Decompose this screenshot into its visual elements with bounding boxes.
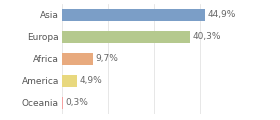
Bar: [62, 53, 92, 65]
Text: 44,9%: 44,9%: [207, 10, 235, 19]
Bar: [62, 75, 77, 87]
Text: 0,3%: 0,3%: [65, 98, 88, 107]
Text: 9,7%: 9,7%: [95, 54, 118, 63]
Text: 4,9%: 4,9%: [80, 76, 102, 85]
Bar: [62, 31, 190, 43]
Bar: [62, 9, 205, 21]
Text: 40,3%: 40,3%: [193, 32, 221, 41]
